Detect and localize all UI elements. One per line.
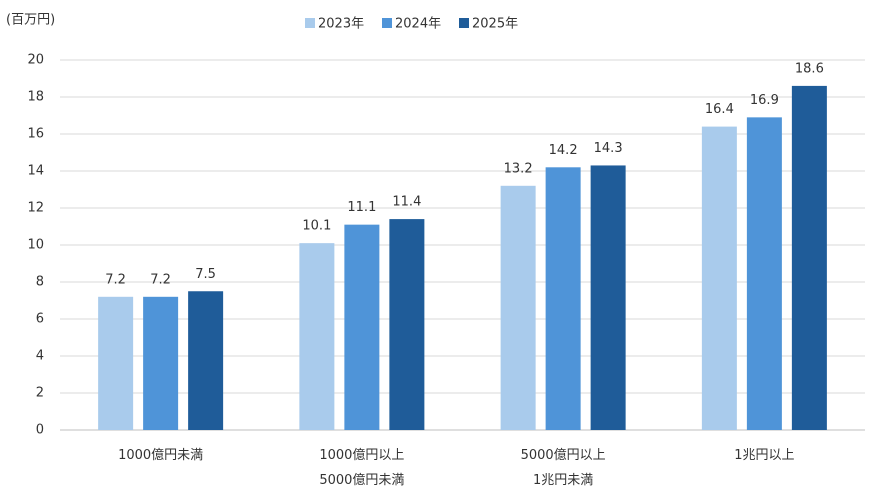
y-tick-label: 12 — [27, 201, 44, 216]
value-label: 14.2 — [549, 143, 578, 158]
y-tick-label: 4 — [36, 349, 44, 364]
value-label: 11.4 — [392, 195, 421, 210]
value-label: 13.2 — [504, 161, 533, 176]
value-label: 7.2 — [150, 272, 171, 287]
bar — [701, 126, 737, 430]
legend-swatch — [305, 18, 315, 28]
x-tick-label: 1000億円以上 5000億円未満 — [319, 447, 404, 488]
y-tick-label: 18 — [27, 90, 44, 105]
bar — [746, 117, 782, 430]
x-tick-label: 1000億円未満 — [118, 447, 203, 463]
y-tick-label: 14 — [27, 164, 44, 179]
y-tick-label: 0 — [36, 423, 44, 438]
bar — [791, 85, 827, 431]
legend-label: 2023年 — [318, 17, 364, 32]
value-label: 11.1 — [347, 200, 376, 215]
value-label: 16.4 — [705, 102, 734, 117]
y-tick-label: 6 — [36, 312, 44, 327]
value-label: 7.2 — [105, 272, 126, 287]
legend-label: 2025年 — [472, 17, 518, 32]
value-label: 18.6 — [795, 61, 824, 76]
bar — [299, 243, 335, 430]
value-label: 14.3 — [594, 141, 623, 156]
x-tick-label: 5000億円以上 1兆円未満 — [521, 447, 606, 488]
x-tick-label: 1兆円以上 — [734, 448, 794, 463]
y-tick-label: 10 — [27, 238, 44, 253]
bar — [545, 167, 581, 431]
legend-swatch — [459, 18, 469, 28]
bar — [188, 291, 224, 430]
y-tick-label: 20 — [27, 53, 44, 68]
y-tick-label: 2 — [36, 386, 44, 401]
y-tick-label: 16 — [27, 127, 44, 142]
value-label: 16.9 — [750, 93, 779, 108]
legend-swatch — [382, 18, 392, 28]
bar — [143, 296, 179, 430]
value-label: 10.1 — [302, 219, 331, 234]
bar — [389, 219, 425, 430]
y-tick-label: 8 — [36, 275, 44, 290]
bar — [500, 185, 536, 430]
bar — [590, 165, 626, 430]
bar — [344, 224, 380, 430]
legend-label: 2024年 — [395, 17, 441, 32]
value-label: 7.5 — [195, 267, 216, 282]
y-axis-label: (百万円) — [6, 13, 55, 28]
bar — [98, 296, 134, 430]
